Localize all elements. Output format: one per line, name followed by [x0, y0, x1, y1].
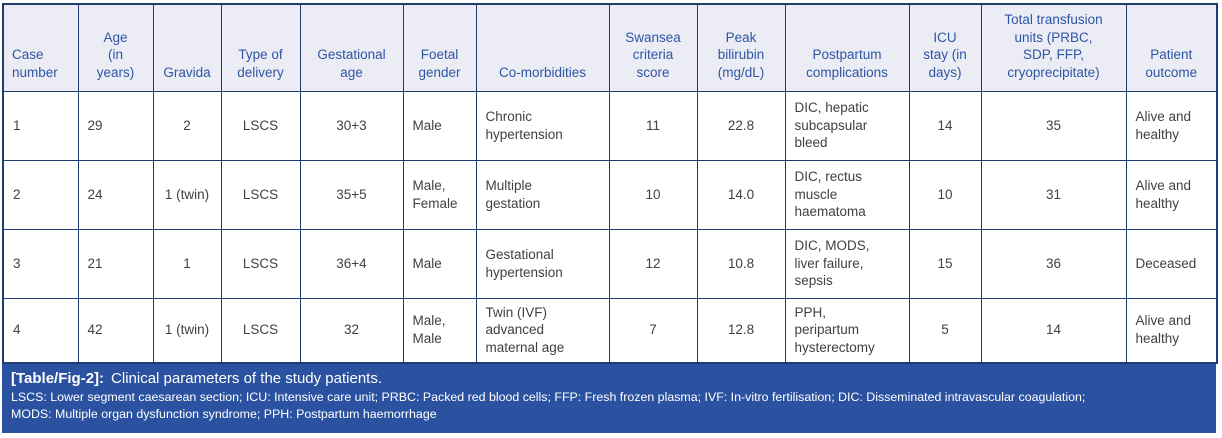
cell-type-of-delivery: LSCS — [220, 159, 301, 230]
cell-gestational-age: 30+3 — [299, 90, 404, 161]
column-header-gravida: Gravida — [152, 3, 222, 92]
cell-comorbidities: Twin (IVF) advanced maternal age — [475, 297, 610, 364]
cell-gravida: 1 (twin) — [152, 297, 222, 364]
cell-foetal-gender: Male, Female — [402, 159, 477, 230]
cell-foetal-gender: Male — [402, 228, 477, 299]
cell-age: 21 — [77, 228, 154, 299]
cell-peak-bilirubin: 10.8 — [696, 228, 786, 299]
column-header-gestational-age: Gestational age — [299, 3, 404, 92]
cell-gravida: 2 — [152, 90, 222, 161]
cell-swansea-score: 11 — [608, 90, 698, 161]
cell-icu-stay: 14 — [908, 90, 982, 161]
table-body: 1 29 2 LSCS 30+3 Male Chronic hypertensi… — [2, 90, 1218, 364]
column-header-comorbidities: Co-morbidities — [475, 3, 610, 92]
cell-gestational-age: 35+5 — [299, 159, 404, 230]
table-caption: [Table/Fig-2]: Clinical parameters of the… — [2, 364, 1216, 433]
column-header-case-number: Case number — [2, 3, 79, 92]
cell-peak-bilirubin: 22.8 — [696, 90, 786, 161]
cell-transfusion-units: 31 — [980, 159, 1127, 230]
cell-postpartum-complications: PPH, peripartum hysterectomy — [784, 297, 910, 364]
cell-postpartum-complications: DIC, rectus muscle haematoma — [784, 159, 910, 230]
cell-gestational-age: 32 — [299, 297, 404, 364]
cell-patient-outcome: Alive and healthy — [1125, 90, 1218, 161]
cell-swansea-score: 12 — [608, 228, 698, 299]
cell-patient-outcome: Alive and healthy — [1125, 159, 1218, 230]
column-header-peak-bilirubin: Peak bilirubin (mg/dL) — [696, 3, 786, 92]
cell-comorbidities: Multiple gestation — [475, 159, 610, 230]
cell-comorbidities: Chronic hypertension — [475, 90, 610, 161]
cell-comorbidities: Gestational hypertension — [475, 228, 610, 299]
cell-patient-outcome: Deceased — [1125, 228, 1218, 299]
cell-case-number: 3 — [2, 228, 79, 299]
abbreviations-line-2: MODS: Multiple organ dysfunction syndrom… — [11, 407, 437, 422]
cell-transfusion-units: 14 — [980, 297, 1127, 364]
column-header-type-of-delivery: Type of delivery — [220, 3, 301, 92]
cell-case-number: 1 — [2, 90, 79, 161]
cell-icu-stay: 10 — [908, 159, 982, 230]
cell-age: 24 — [77, 159, 154, 230]
column-header-age: Age (in years) — [77, 3, 154, 92]
cell-icu-stay: 15 — [908, 228, 982, 299]
cell-swansea-score: 10 — [608, 159, 698, 230]
cell-postpartum-complications: DIC, hepatic subcapsular bleed — [784, 90, 910, 161]
cell-peak-bilirubin: 12.8 — [696, 297, 786, 364]
cell-gestational-age: 36+4 — [299, 228, 404, 299]
cell-foetal-gender: Male, Male — [402, 297, 477, 364]
table-row-case-2: 2 24 1 (twin) LSCS 35+5 Male, Female Mul… — [2, 159, 1218, 230]
cell-peak-bilirubin: 14.0 — [696, 159, 786, 230]
cell-age: 29 — [77, 90, 154, 161]
cell-type-of-delivery: LSCS — [220, 228, 301, 299]
column-header-patient-outcome: Patient outcome — [1125, 3, 1218, 92]
abbreviations-line-1: LSCS: Lower segment caesarean section; I… — [11, 390, 1086, 404]
caption-title-line: [Table/Fig-2]: Clinical parameters of the… — [11, 370, 1206, 387]
table-row-case-4: 4 42 1 (twin) LSCS 32 Male, Male Twin (I… — [2, 297, 1218, 364]
cell-type-of-delivery: LSCS — [220, 90, 301, 161]
table-row-case-1: 1 29 2 LSCS 30+3 Male Chronic hypertensi… — [2, 90, 1218, 161]
figure-label: [Table/Fig-2]: — [11, 370, 105, 387]
column-header-foetal-gender: Foetal gender — [402, 3, 477, 92]
clinical-parameters-table: Case number Age (in years) Gravida Type … — [2, 3, 1218, 364]
table-row-case-3: 3 21 1 LSCS 36+4 Male Gestational hypert… — [2, 228, 1218, 299]
column-header-postpartum-complications: Postpartum complications — [784, 3, 910, 92]
cell-postpartum-complications: DIC, MODS, liver failure, sepsis — [784, 228, 910, 299]
cell-icu-stay: 5 — [908, 297, 982, 364]
cell-age: 42 — [77, 297, 154, 364]
header-row: Case number Age (in years) Gravida Type … — [2, 3, 1218, 92]
cell-transfusion-units: 35 — [980, 90, 1127, 161]
column-header-swansea-score: Swansea criteria score — [608, 3, 698, 92]
cell-patient-outcome: Alive and healthy — [1125, 297, 1218, 364]
cell-gravida: 1 — [152, 228, 222, 299]
cell-type-of-delivery: LSCS — [220, 297, 301, 364]
table-header: Case number Age (in years) Gravida Type … — [2, 3, 1218, 92]
cell-case-number: 2 — [2, 159, 79, 230]
cell-gravida: 1 (twin) — [152, 159, 222, 230]
caption-title: Clinical parameters of the study patient… — [111, 370, 383, 387]
cell-swansea-score: 7 — [608, 297, 698, 364]
cell-case-number: 4 — [2, 297, 79, 364]
cell-foetal-gender: Male — [402, 90, 477, 161]
column-header-transfusion-units: Total transfusion units (PRBC, SDP, FFP,… — [980, 3, 1127, 92]
cell-transfusion-units: 36 — [980, 228, 1127, 299]
column-header-icu-stay: ICU stay (in days) — [908, 3, 982, 92]
